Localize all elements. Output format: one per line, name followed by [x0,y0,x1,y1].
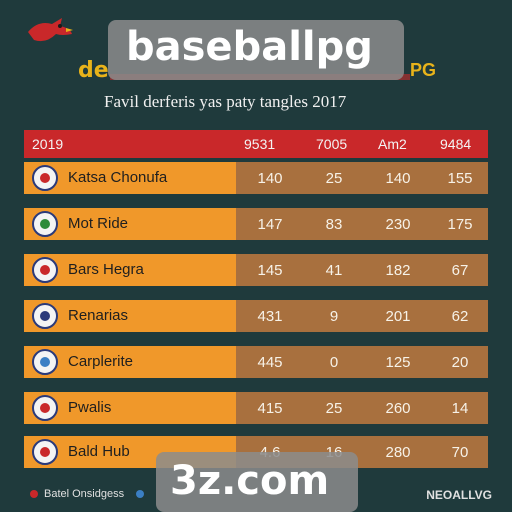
team-logo-icon [32,439,58,465]
row-name-cell [24,346,236,378]
stat-4: 70 [451,444,469,461]
stat-3: 201 [385,308,411,325]
table-row[interactable]: Pwalis 415 25 260 14 [24,392,488,424]
watermark-bottom: 3z.com [156,452,358,512]
row-name-cell [24,392,236,424]
team-name: Renarias [68,307,129,324]
stat-4: 67 [451,262,469,279]
row-name-cell [24,162,236,194]
team-name: Carplerite [68,353,134,370]
table-row[interactable]: Renarias 431 9 201 62 [24,300,488,332]
stat-1: 445 [257,354,283,371]
stat-4: 14 [451,400,469,417]
stat-4: 20 [451,354,469,371]
team-logo-icon [32,349,58,375]
row-stats-cell [236,346,488,378]
stat-4: 62 [451,308,469,325]
header-col-3: Am2 [378,136,407,152]
watermark-top: baseballpg [108,20,404,80]
footer-legend-text: Batel Onsidgess [44,488,125,500]
legend-dot-blue-icon [136,490,144,498]
row-name-cell [24,254,236,286]
stat-2: 83 [325,216,343,233]
stat-3: 125 [385,354,411,371]
row-stats-cell [236,392,488,424]
header-col-4: 9484 [440,136,472,152]
header-year: 2019 [32,136,64,152]
team-logo-icon [32,211,58,237]
stat-3: 230 [385,216,411,233]
table-row[interactable]: Carplerite 445 0 125 20 [24,346,488,378]
stat-1: 147 [257,216,283,233]
stat-3: 182 [385,262,411,279]
team-logo-icon [32,165,58,191]
row-name-cell [24,208,236,240]
stat-3: 280 [385,444,411,461]
row-name-cell [24,300,236,332]
stat-1: 415 [257,400,283,417]
row-stats-cell [236,208,488,240]
header-col-1: 9531 [244,136,276,152]
row-stats-cell [236,300,488,332]
table-row[interactable]: Katsa Chonufa 140 25 140 155 [24,162,488,194]
page-subtitle: Favil derferis yas paty tangles 2017 [104,92,347,111]
stat-2: 25 [325,400,343,417]
stat-1: 140 [257,170,283,187]
stat-1: 145 [257,262,283,279]
stat-2: 25 [325,170,343,187]
stat-3: 260 [385,400,411,417]
stat-2: 9 [329,308,339,325]
title-right-text: PG [409,60,436,80]
team-name: Pwalis [68,399,112,416]
stat-1: 431 [257,308,283,325]
team-name: Bars Hegra [68,261,144,278]
title-left-text: de [78,58,109,83]
footer-brand: NEOALLVG [426,488,492,502]
team-name: Bald Hub [68,443,130,460]
stat-4: 155 [447,170,473,187]
team-logo-icon [32,303,58,329]
row-stats-cell [236,162,488,194]
table-row[interactable]: Mot Ride 147 83 230 175 [24,208,488,240]
team-name: Katsa Chonufa [68,169,168,186]
stat-2: 41 [325,262,343,279]
table-header: 2019 9531 7005 Am2 9484 [24,130,488,158]
stat-3: 140 [385,170,411,187]
cardinal-logo-icon [26,14,74,50]
table-row[interactable]: Bars Hegra 145 41 182 67 [24,254,488,286]
stat-2: 0 [329,354,339,371]
team-logo-icon [32,395,58,421]
row-stats-cell [236,254,488,286]
team-logo-icon [32,257,58,283]
header-col-2: 7005 [316,136,348,152]
team-name: Mot Ride [68,215,129,232]
stat-4: 175 [447,216,473,233]
legend-dot-red-icon [30,490,38,498]
